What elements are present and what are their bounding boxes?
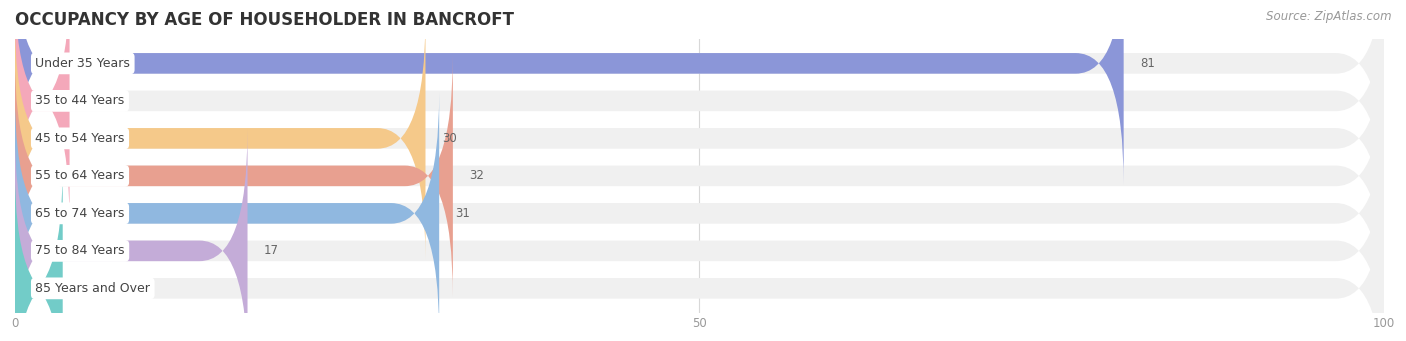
Text: 31: 31 bbox=[456, 207, 471, 220]
FancyBboxPatch shape bbox=[15, 0, 1384, 222]
FancyBboxPatch shape bbox=[15, 55, 1384, 297]
FancyBboxPatch shape bbox=[15, 167, 63, 341]
Text: 81: 81 bbox=[1140, 57, 1154, 70]
Text: 75 to 84 Years: 75 to 84 Years bbox=[35, 244, 125, 257]
FancyBboxPatch shape bbox=[15, 0, 1123, 184]
Text: 17: 17 bbox=[264, 244, 278, 257]
FancyBboxPatch shape bbox=[15, 130, 247, 341]
FancyBboxPatch shape bbox=[15, 55, 453, 297]
Text: OCCUPANCY BY AGE OF HOUSEHOLDER IN BANCROFT: OCCUPANCY BY AGE OF HOUSEHOLDER IN BANCR… bbox=[15, 11, 513, 29]
Text: 55 to 64 Years: 55 to 64 Years bbox=[35, 169, 125, 182]
Text: Under 35 Years: Under 35 Years bbox=[35, 57, 131, 70]
FancyBboxPatch shape bbox=[15, 92, 1384, 334]
Text: 45 to 54 Years: 45 to 54 Years bbox=[35, 132, 125, 145]
Text: 32: 32 bbox=[470, 169, 484, 182]
Text: 65 to 74 Years: 65 to 74 Years bbox=[35, 207, 125, 220]
FancyBboxPatch shape bbox=[15, 130, 1384, 341]
FancyBboxPatch shape bbox=[15, 0, 69, 222]
Text: 30: 30 bbox=[441, 132, 457, 145]
Text: 35 to 44 Years: 35 to 44 Years bbox=[35, 94, 125, 107]
FancyBboxPatch shape bbox=[15, 17, 1384, 259]
Text: 0: 0 bbox=[31, 282, 38, 295]
FancyBboxPatch shape bbox=[15, 167, 1384, 341]
Text: Source: ZipAtlas.com: Source: ZipAtlas.com bbox=[1267, 10, 1392, 23]
Text: 4: 4 bbox=[86, 94, 93, 107]
FancyBboxPatch shape bbox=[15, 0, 1384, 184]
Text: 85 Years and Over: 85 Years and Over bbox=[35, 282, 150, 295]
FancyBboxPatch shape bbox=[15, 17, 426, 259]
FancyBboxPatch shape bbox=[15, 92, 439, 334]
